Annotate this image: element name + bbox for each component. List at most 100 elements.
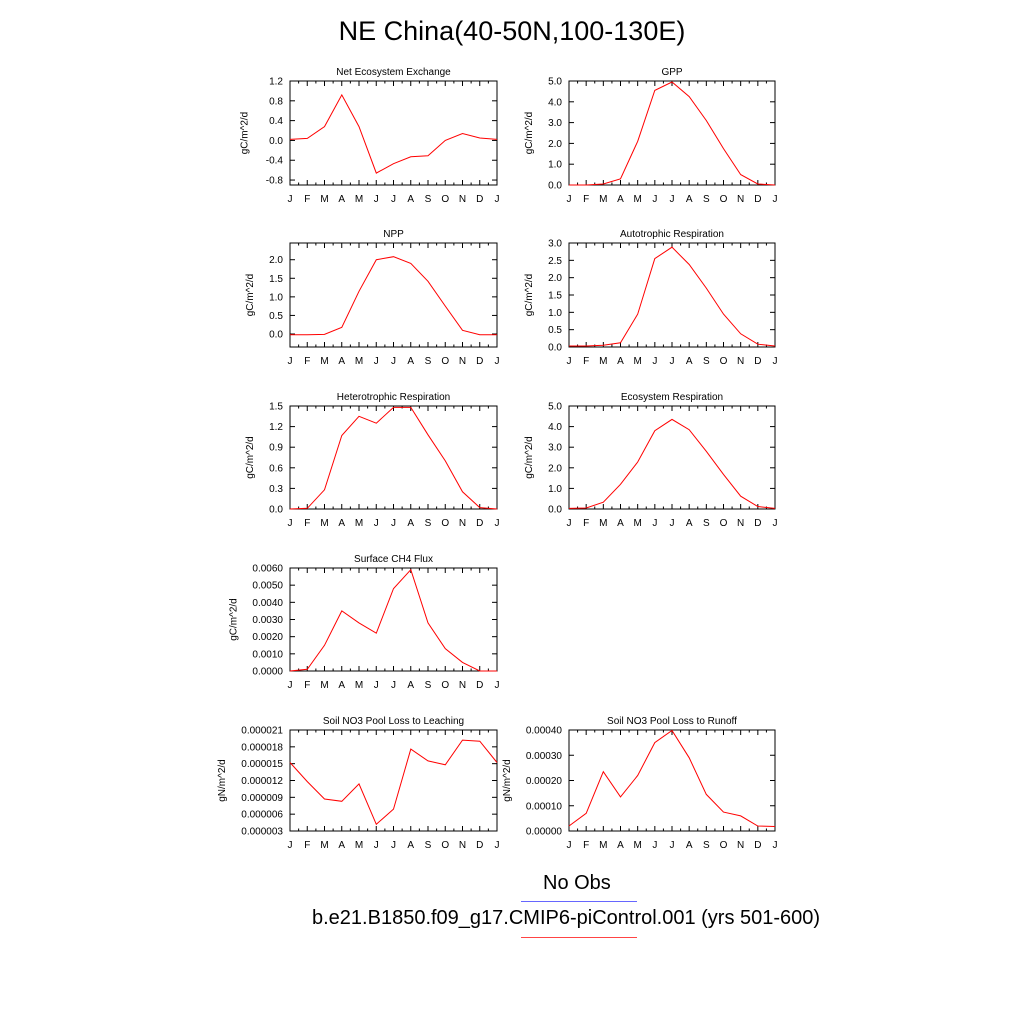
y-tick-label: 0.5 bbox=[269, 311, 283, 322]
plot-frame bbox=[289, 567, 498, 672]
y-tick-label: 5.0 bbox=[548, 77, 562, 88]
x-tick-label: A bbox=[407, 840, 414, 851]
x-tick-label: D bbox=[754, 840, 761, 851]
x-tick-label: F bbox=[583, 356, 589, 367]
y-tick-label: 0.00000 bbox=[526, 827, 563, 838]
y-tick-label: 0.0000 bbox=[252, 667, 283, 678]
y-tick-label: 0.0020 bbox=[252, 632, 283, 643]
x-tick-label: A bbox=[338, 518, 345, 529]
y-tick-label: 1.0 bbox=[548, 160, 562, 171]
panel-title: Heterotrophic Respiration bbox=[337, 392, 450, 403]
y-tick-label: 3.0 bbox=[548, 443, 562, 454]
x-tick-label: A bbox=[686, 518, 693, 529]
y-tick-label: 0.4 bbox=[269, 116, 283, 127]
x-tick-label: D bbox=[476, 518, 483, 529]
y-axis-label: gC/m^2/d bbox=[228, 598, 239, 641]
y-tick-label: 0.00010 bbox=[526, 801, 563, 812]
y-tick-label: 1.2 bbox=[269, 422, 283, 433]
x-tick-label: A bbox=[338, 356, 345, 367]
x-tick-label: S bbox=[703, 194, 710, 205]
legend-obs-label: No Obs bbox=[543, 872, 611, 894]
x-tick-label: J bbox=[391, 194, 396, 205]
series-line bbox=[569, 81, 776, 186]
x-tick-label: A bbox=[338, 194, 345, 205]
plot-frame bbox=[289, 80, 498, 186]
series-line bbox=[289, 406, 498, 510]
y-tick-label: 0.0 bbox=[269, 136, 283, 147]
x-tick-label: S bbox=[425, 840, 432, 851]
x-tick-label: M bbox=[633, 356, 641, 367]
y-tick-label: 0.00030 bbox=[526, 751, 563, 762]
y-tick-label: 0.000012 bbox=[241, 776, 283, 787]
x-tick-label: N bbox=[737, 518, 744, 529]
y-tick-label: 0.8 bbox=[269, 96, 283, 107]
x-tick-label: F bbox=[304, 356, 310, 367]
series-line bbox=[568, 729, 776, 827]
x-tick-label: M bbox=[320, 840, 328, 851]
y-tick-label: 2.0 bbox=[269, 255, 283, 266]
x-tick-label: S bbox=[425, 518, 432, 529]
y-tick-label: 0.0010 bbox=[252, 649, 283, 660]
x-tick-label: J bbox=[374, 518, 379, 529]
y-tick-label: 1.5 bbox=[269, 274, 283, 285]
x-tick-label: J bbox=[288, 356, 293, 367]
x-tick-label: N bbox=[737, 356, 744, 367]
x-tick-label: J bbox=[670, 194, 675, 205]
x-tick-label: A bbox=[617, 356, 624, 367]
x-tick-label: F bbox=[583, 840, 589, 851]
y-tick-label: 0.6 bbox=[269, 463, 283, 474]
x-tick-label: S bbox=[703, 518, 710, 529]
legend-obs-line bbox=[521, 901, 637, 902]
plot-frame bbox=[289, 729, 498, 832]
x-tick-label: J bbox=[391, 680, 396, 691]
y-tick-label: 0.00040 bbox=[526, 726, 563, 737]
series-line bbox=[569, 246, 776, 347]
x-tick-label: D bbox=[476, 356, 483, 367]
panel-title: Soil NO3 Pool Loss to Leaching bbox=[323, 716, 464, 727]
x-tick-label: M bbox=[355, 518, 363, 529]
y-tick-label: 2.5 bbox=[548, 256, 562, 267]
x-tick-label: M bbox=[320, 680, 328, 691]
x-tick-label: N bbox=[459, 356, 466, 367]
y-tick-label: 5.0 bbox=[548, 402, 562, 413]
x-tick-label: A bbox=[407, 680, 414, 691]
x-tick-label: A bbox=[407, 356, 414, 367]
x-tick-label: A bbox=[617, 194, 624, 205]
x-tick-label: J bbox=[567, 194, 572, 205]
x-tick-label: J bbox=[670, 840, 675, 851]
y-tick-label: 4.0 bbox=[548, 97, 562, 108]
y-tick-label: 0.0 bbox=[548, 343, 562, 354]
y-tick-label: 1.5 bbox=[548, 291, 562, 302]
y-tick-label: 0.000009 bbox=[241, 793, 283, 804]
x-tick-label: J bbox=[773, 518, 778, 529]
x-tick-label: M bbox=[355, 356, 363, 367]
x-tick-label: J bbox=[495, 356, 500, 367]
plot-frame bbox=[568, 80, 776, 186]
y-tick-label: 2.0 bbox=[548, 273, 562, 284]
y-tick-label: 0.0050 bbox=[252, 581, 283, 592]
panel-title: Net Ecosystem Exchange bbox=[336, 67, 451, 78]
x-tick-label: J bbox=[773, 194, 778, 205]
x-tick-label: F bbox=[304, 518, 310, 529]
x-tick-label: S bbox=[703, 356, 710, 367]
x-tick-label: J bbox=[391, 840, 396, 851]
x-tick-label: M bbox=[599, 840, 607, 851]
y-axis-label: gC/m^2/d bbox=[524, 112, 535, 155]
x-tick-label: A bbox=[338, 680, 345, 691]
x-tick-label: J bbox=[374, 680, 379, 691]
legend-model-line bbox=[521, 937, 637, 938]
x-tick-label: J bbox=[567, 840, 572, 851]
x-tick-label: S bbox=[703, 840, 710, 851]
x-tick-label: O bbox=[720, 356, 728, 367]
x-tick-label: J bbox=[773, 356, 778, 367]
y-axis-label: gC/m^2/d bbox=[524, 436, 535, 479]
x-tick-label: N bbox=[737, 194, 744, 205]
y-tick-label: -0.4 bbox=[266, 156, 284, 167]
x-tick-label: J bbox=[652, 356, 657, 367]
series-line bbox=[568, 418, 776, 509]
x-tick-label: J bbox=[391, 356, 396, 367]
